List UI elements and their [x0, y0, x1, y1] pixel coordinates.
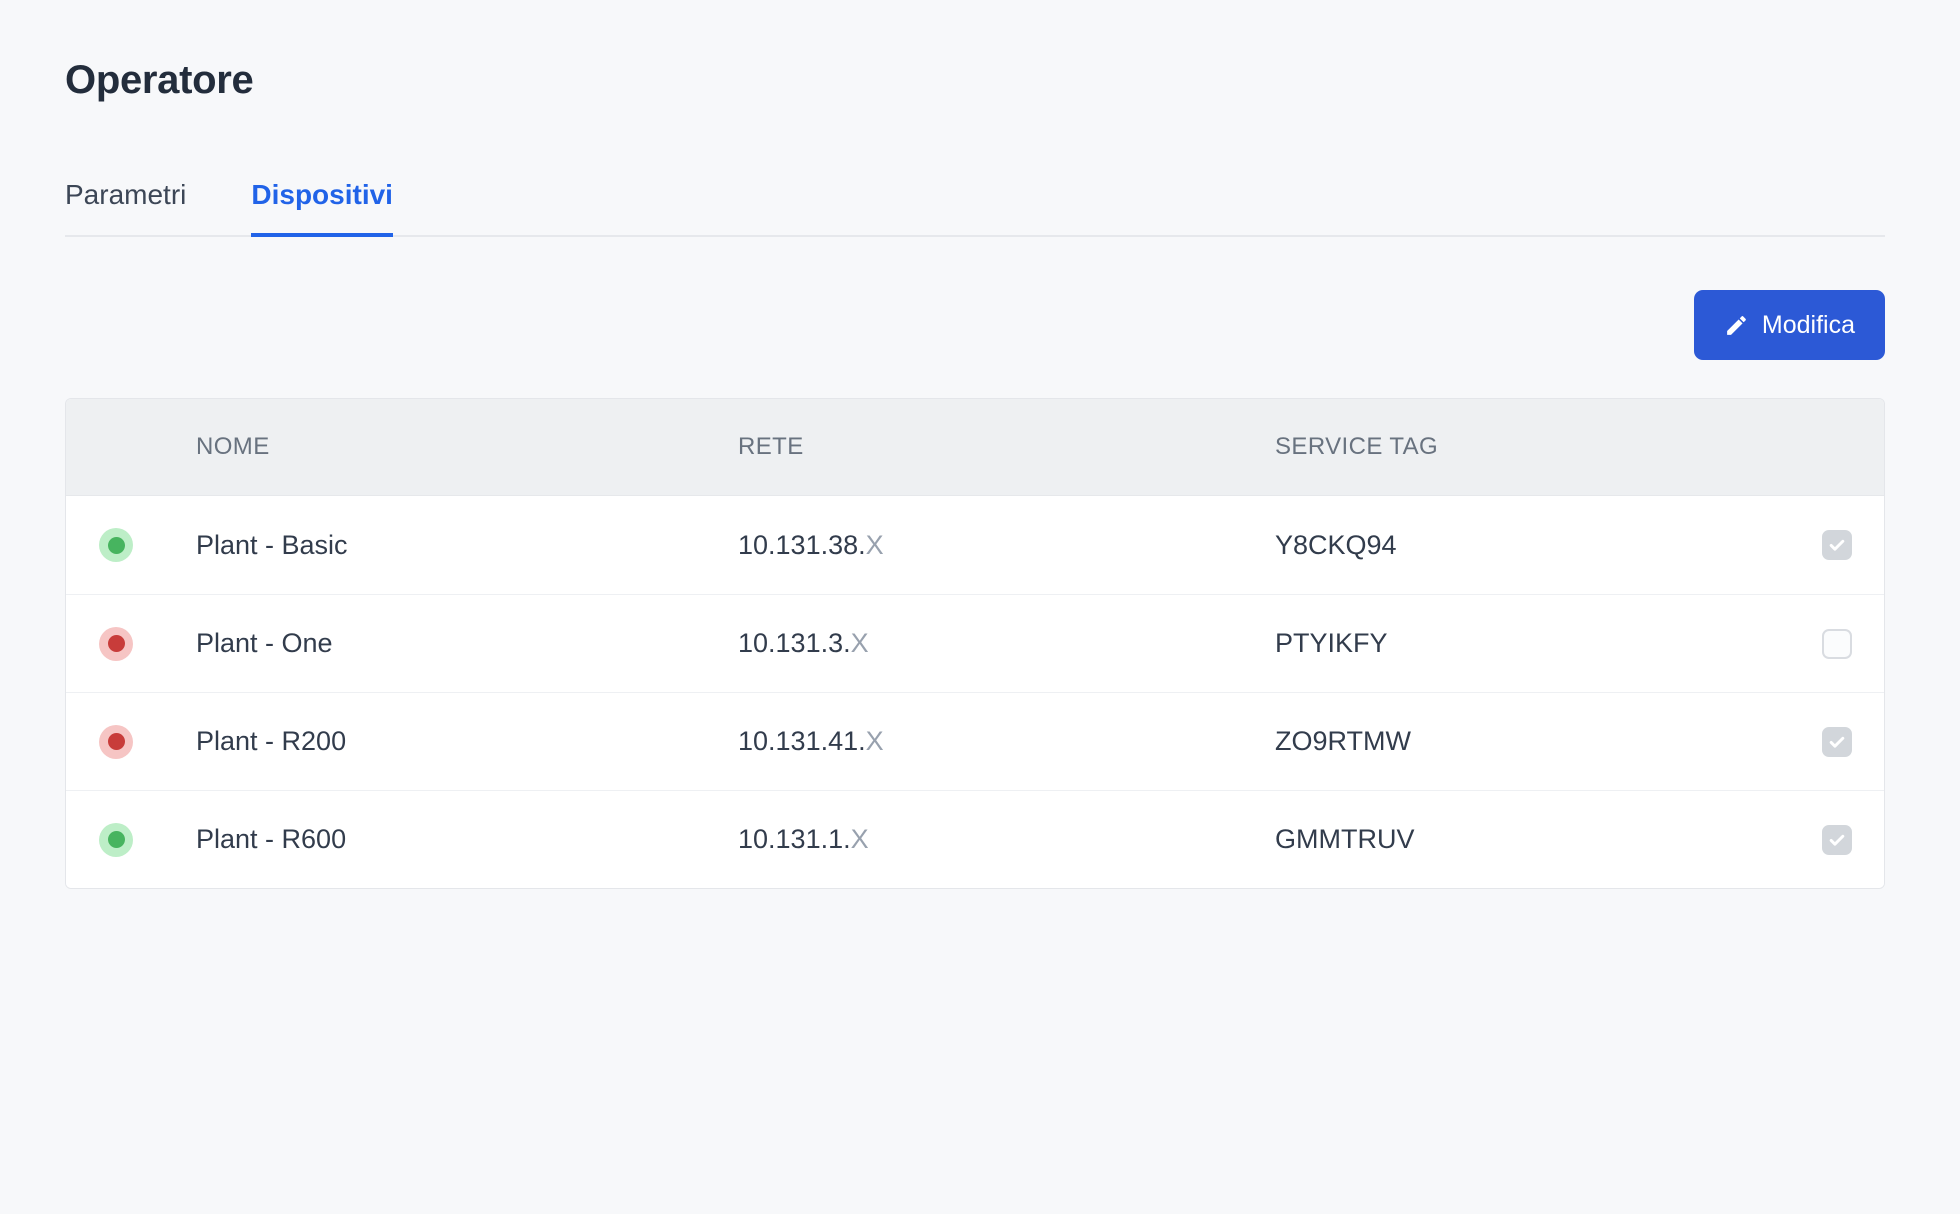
row-checkbox[interactable]	[1822, 726, 1852, 757]
status-dot-core	[107, 536, 125, 554]
pencil-icon	[1724, 313, 1749, 338]
network-address: 10.131.41.X	[738, 726, 1275, 757]
network-suffix: X	[865, 726, 884, 756]
operator-page: Operatore Parametri Dispositivi Modifica…	[65, 58, 1885, 889]
device-name: Plant - R600	[196, 824, 347, 854]
table-header-row: NOME RETE SERVICE TAG	[66, 399, 1884, 496]
tab-bar: Parametri Dispositivi	[65, 179, 1885, 237]
toolbar: Modifica	[65, 290, 1885, 360]
network-address: 10.131.38.X	[738, 530, 1275, 561]
device-name: Plant - Basic	[196, 529, 348, 560]
service-tag: PTYIKFY	[1275, 628, 1388, 658]
page-title: Operatore	[65, 58, 254, 102]
column-header-rete: RETE	[738, 433, 804, 460]
column-header-service-tag: SERVICE TAG	[1275, 433, 1439, 460]
tab-parametri[interactable]: Parametri	[65, 179, 187, 210]
service-tag: Y8CKQ94	[1275, 529, 1397, 560]
row-checkbox[interactable]	[1822, 530, 1852, 560]
network-suffix: X	[850, 824, 869, 854]
network-prefix: 10.131.41.	[738, 726, 866, 756]
network-address: 10.131.1.X	[738, 824, 1275, 855]
check-icon	[1829, 834, 1845, 846]
check-icon	[1829, 736, 1845, 748]
network-prefix: 10.131.38.	[738, 529, 866, 560]
status-dot-icon	[99, 528, 133, 562]
table-body: Plant - Basic 10.131.38.X Y8CKQ94 Plant …	[66, 496, 1884, 888]
table-row: Plant - Basic 10.131.38.X Y8CKQ94	[66, 496, 1884, 594]
table-row: Plant - R600 10.131.1.X GMMTRUV	[66, 790, 1884, 888]
status-dot-core	[107, 831, 125, 848]
modifica-button-label: Modifica	[1761, 310, 1855, 339]
column-header-nome: NOME	[196, 433, 270, 460]
network-prefix: 10.131.3.	[738, 628, 851, 658]
row-checkbox[interactable]	[1822, 824, 1852, 855]
row-checkbox[interactable]	[1822, 628, 1852, 659]
check-icon	[1829, 539, 1845, 551]
status-dot-core	[107, 635, 125, 652]
network-prefix: 10.131.1.	[738, 824, 851, 854]
network-suffix: X	[850, 628, 869, 658]
status-dot-core	[107, 733, 125, 750]
service-tag: GMMTRUV	[1275, 824, 1415, 854]
modifica-button[interactable]: Modifica	[1693, 290, 1885, 360]
device-name: Plant - One	[196, 628, 333, 658]
status-dot-icon	[99, 724, 133, 759]
network-suffix: X	[865, 529, 884, 560]
table-row: Plant - R200 10.131.41.X ZO9RTMW	[66, 692, 1884, 790]
device-name: Plant - R200	[196, 726, 347, 756]
status-dot-icon	[99, 626, 133, 661]
status-dot-icon	[99, 822, 133, 857]
network-address: 10.131.3.X	[738, 628, 1275, 659]
devices-table: NOME RETE SERVICE TAG Plant - Basic 10.1…	[65, 398, 1885, 889]
tab-dispositivi[interactable]: Dispositivi	[251, 179, 393, 237]
table-row: Plant - One 10.131.3.X PTYIKFY	[66, 594, 1884, 692]
service-tag: ZO9RTMW	[1275, 726, 1411, 756]
